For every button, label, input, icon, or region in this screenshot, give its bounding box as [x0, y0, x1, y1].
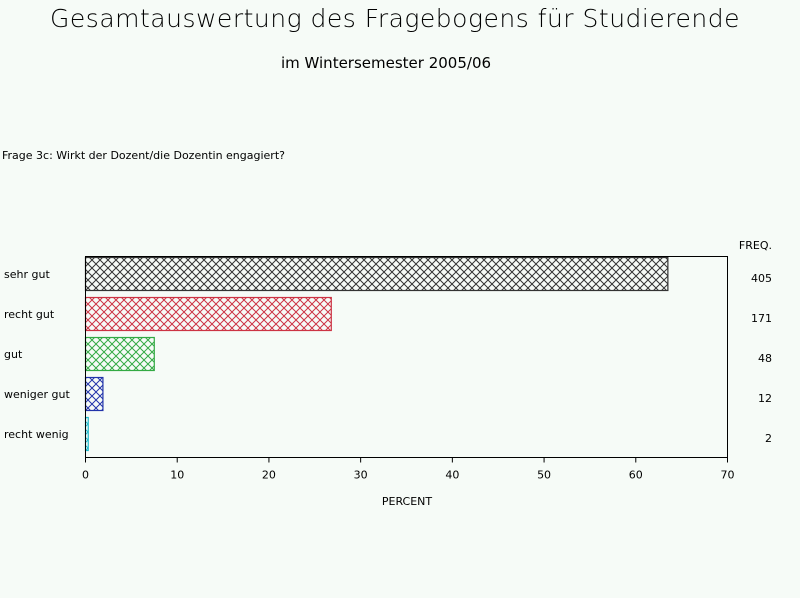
- question-text: Frage 3c: Wirkt der Dozent/die Dozentin …: [2, 149, 285, 162]
- plot-frame: [85, 256, 728, 458]
- x-tick-label: 50: [537, 469, 551, 482]
- bar-weniger-gut: [84, 376, 104, 412]
- x-tick-label: 10: [170, 469, 184, 482]
- x-tick-label: 20: [262, 469, 276, 482]
- bar-gut: [84, 336, 155, 372]
- bar-recht-gut: [84, 296, 332, 332]
- chart-title: Gesamtauswertung des Fragebogens für Stu…: [50, 4, 740, 33]
- freq-value: 405: [751, 272, 772, 285]
- freq-header: FREQ.: [739, 239, 772, 252]
- category-label: recht wenig: [4, 428, 69, 441]
- x-tick-label: 0: [82, 469, 89, 482]
- x-tick-label: 30: [354, 469, 368, 482]
- freq-value: 171: [751, 312, 772, 325]
- category-label: gut: [4, 348, 23, 361]
- category-label: recht gut: [4, 308, 55, 321]
- x-tick-label: 60: [629, 469, 643, 482]
- freq-value: 12: [758, 392, 772, 405]
- x-axis-label: PERCENT: [382, 495, 433, 508]
- chart-subtitle: im Wintersemester 2005/06: [280, 54, 492, 72]
- x-tick-label: 40: [445, 469, 459, 482]
- bar-sehr-gut: [84, 256, 669, 292]
- category-label: sehr gut: [4, 268, 50, 281]
- x-tick-label: 70: [721, 469, 735, 482]
- freq-value: 2: [765, 432, 772, 445]
- category-label: weniger gut: [4, 388, 71, 401]
- freq-value: 48: [758, 352, 772, 365]
